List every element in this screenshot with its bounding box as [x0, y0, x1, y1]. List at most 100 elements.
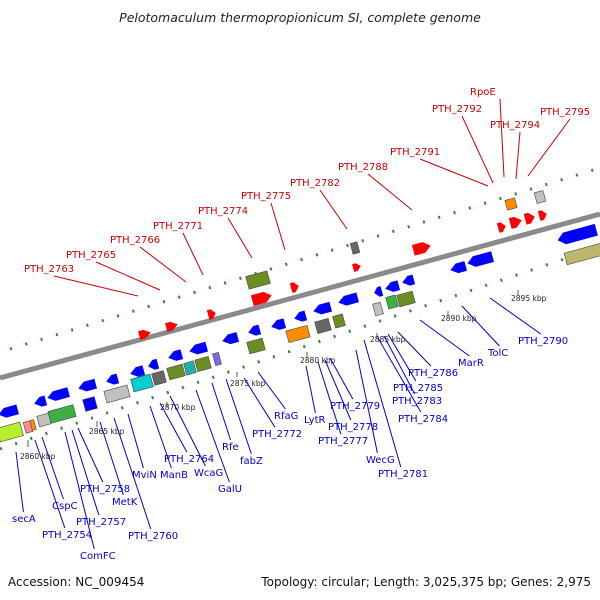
gene-label: PTH_2781 — [378, 469, 428, 480]
leader-line — [227, 217, 253, 259]
gene-block — [130, 373, 154, 393]
gene-block — [0, 421, 24, 443]
tick-label: 2895 kbp — [511, 294, 547, 303]
leader-line — [515, 131, 521, 180]
gene-arrow — [222, 332, 240, 345]
gene-arrow — [467, 251, 494, 267]
leader-line — [355, 349, 378, 454]
tick-label: 2870 kbp — [160, 403, 196, 412]
gene-label: PTH_2764 — [164, 454, 214, 465]
gene-label: TolC — [487, 348, 508, 359]
gene-arrow — [34, 395, 48, 407]
gene-arrow — [352, 263, 361, 272]
leader-line — [211, 382, 232, 441]
gene-label: PTH_2783 — [392, 396, 442, 407]
genome-backbone — [0, 211, 600, 381]
gene-arrow — [168, 349, 184, 361]
leader-line — [367, 173, 413, 211]
accession-text: Accession: NC_009454 — [8, 575, 144, 589]
leader-line — [95, 261, 161, 291]
gene-arrow — [523, 212, 535, 225]
leader-line — [41, 436, 64, 500]
tick-label: 2880 kbp — [300, 356, 336, 365]
gene-label: MarR — [458, 358, 484, 369]
gene-block — [245, 270, 271, 290]
gene-block — [82, 396, 98, 412]
leader-line — [15, 451, 24, 513]
gene-label: PTH_2757 — [76, 517, 126, 528]
leader-line — [324, 359, 352, 421]
leader-line — [527, 118, 571, 177]
gene-arrow — [496, 222, 506, 233]
gene-block — [563, 242, 600, 266]
gene-arrow — [0, 404, 19, 418]
gene-block — [194, 355, 212, 373]
gene-arrow — [250, 291, 272, 306]
leader-line — [34, 439, 66, 529]
leader-line — [419, 319, 470, 357]
gene-label: PTH_2760 — [128, 531, 178, 542]
gene-label: RpoE — [470, 87, 496, 98]
gene-block — [396, 290, 416, 308]
leader-line — [225, 378, 252, 455]
gene-arrow — [271, 318, 287, 330]
gene-arrow — [385, 280, 401, 292]
gene-label: secA — [12, 514, 36, 525]
gene-label: PTH_2795 — [540, 107, 590, 118]
leader-line — [139, 246, 187, 283]
gene-label: PTH_2788 — [338, 162, 388, 173]
gene-label: PTH_2775 — [241, 191, 291, 202]
gene-block — [166, 363, 186, 381]
gene-block — [285, 324, 311, 344]
gene-arrow — [138, 329, 151, 340]
leader-line — [169, 395, 206, 467]
gene-arrow — [106, 373, 120, 385]
label-leader-lines — [15, 98, 571, 550]
leader-line — [461, 305, 500, 347]
tick-label: 2865 kbp — [89, 427, 125, 436]
leader-line — [159, 402, 188, 453]
gene-label: LytR — [304, 415, 325, 426]
gene-arrow — [374, 286, 384, 297]
gene-arrow — [78, 378, 98, 392]
tick-label: 2860 kbp — [20, 452, 56, 461]
leader-line — [149, 405, 172, 469]
leader-line — [127, 413, 144, 469]
gene-label: ManB — [160, 470, 188, 481]
gene-label: CspC — [52, 501, 78, 512]
leader-line — [195, 389, 230, 483]
gene-arrow — [537, 210, 547, 221]
gene-label: PTH_2765 — [66, 250, 116, 261]
gene-label: WecG — [366, 455, 395, 466]
gene-block — [103, 384, 131, 404]
leader-line — [363, 339, 402, 468]
gene-arrow — [189, 341, 209, 355]
gene-label: PTH_2777 — [318, 436, 368, 447]
gene-arrow — [165, 321, 178, 332]
leader-line — [257, 371, 286, 410]
gene-label: PTH_2786 — [408, 368, 458, 379]
gene-label: WcaG — [194, 468, 223, 479]
gene-arrow — [148, 358, 160, 370]
gene-arrow — [450, 261, 468, 274]
gene-label: GalU — [218, 484, 242, 495]
gene-block — [533, 190, 547, 204]
tick-label: 2890 kbp — [441, 314, 477, 323]
leader-line — [64, 431, 95, 550]
topology-text: Topology: circular; Length: 3,025,375 bp… — [260, 575, 591, 589]
gene-label: PTH_2774 — [198, 206, 248, 217]
gene-block — [183, 360, 197, 376]
gene-label: PTH_2778 — [328, 422, 378, 433]
leader-line — [71, 429, 100, 516]
leader-line — [377, 337, 422, 413]
tick-label: 2885 kbp — [370, 335, 406, 344]
leader-line — [499, 98, 505, 178]
leader-line — [387, 333, 417, 382]
gene-block — [246, 337, 266, 355]
leader-line — [461, 115, 494, 184]
leader-line — [329, 357, 354, 400]
gene-arrow — [248, 324, 262, 336]
gene-label: PTH_2771 — [153, 221, 203, 232]
gene-label: MetK — [112, 497, 138, 508]
gene-label: PTH_2763 — [24, 264, 74, 275]
